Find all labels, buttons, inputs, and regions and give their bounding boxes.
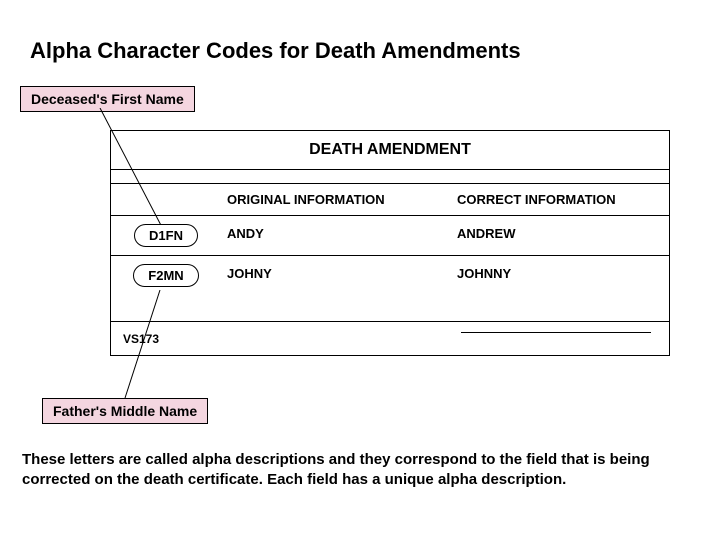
signature-line (221, 322, 669, 355)
table-header-row: ORIGINAL INFORMATION CORRECT INFORMATION (111, 184, 669, 216)
code-pill: D1FN (134, 224, 198, 247)
table-row: D1FN ANDY ANDREW (111, 216, 669, 256)
footer-label: VS173 (111, 322, 221, 355)
cell-original: ANDY (221, 216, 451, 255)
table-footer: VS173 (111, 321, 669, 355)
table-heading: DEATH AMENDMENT (111, 131, 669, 170)
cell-correct: ANDREW (451, 216, 669, 255)
cell-original: JOHNY (221, 256, 451, 321)
col-original: ORIGINAL INFORMATION (221, 184, 451, 215)
table-row: F2MN JOHNY JOHNNY (111, 256, 669, 321)
code-pill: F2MN (133, 264, 198, 287)
table-spacer (111, 170, 669, 184)
col-correct: CORRECT INFORMATION (451, 184, 669, 215)
description-text: These letters are called alpha descripti… (22, 450, 690, 491)
label-deceased-first-name: Deceased's First Name (20, 86, 195, 112)
amendment-table: DEATH AMENDMENT ORIGINAL INFORMATION COR… (110, 130, 670, 356)
label-father-middle-name: Father's Middle Name (42, 398, 208, 424)
page-title: Alpha Character Codes for Death Amendmen… (30, 38, 521, 64)
cell-correct: JOHNNY (451, 256, 669, 321)
